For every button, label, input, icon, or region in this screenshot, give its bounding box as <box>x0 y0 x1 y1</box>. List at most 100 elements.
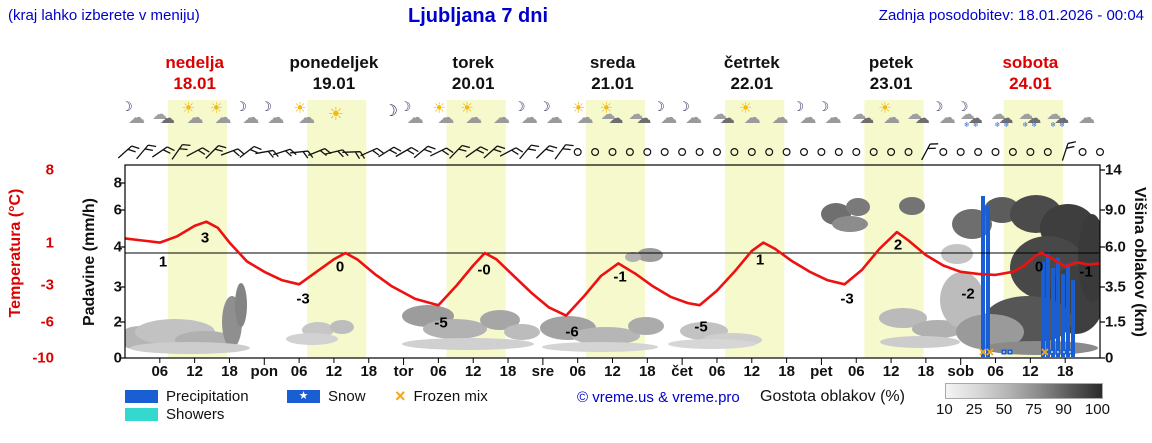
moon-icon: ☽ <box>235 99 248 114</box>
cloud-icon: ☁ <box>628 106 644 123</box>
cloud-icon: ☁ <box>546 108 563 127</box>
wind-barb-icon <box>378 146 402 158</box>
calm-wind-icon <box>660 148 669 157</box>
cloud-icon: ☁ <box>520 108 538 127</box>
calm-wind-icon <box>991 148 1000 157</box>
snow-marker-dot <box>1057 351 1059 353</box>
precipitation-tick-label: 3 <box>113 278 122 296</box>
copyright-link[interactable]: © vreme.us & vreme.pro <box>577 389 740 406</box>
density-scale-label: 25 <box>965 401 983 418</box>
weather-icon: ☀ ☁ <box>210 101 236 129</box>
weather-icon: ☽ ☁ <box>235 99 263 129</box>
temperature-value-label: -1 <box>613 268 627 286</box>
weather-icon: ☁ ☁ ❄ ❄ <box>1017 103 1043 129</box>
weather-icon: ☀ ☁ <box>293 101 319 129</box>
calm-wind-icon <box>974 148 983 157</box>
temperature-value-label: 2 <box>893 236 903 254</box>
xaxis-day-label: sob <box>947 363 975 380</box>
day-name: torek <box>452 53 494 72</box>
cloud-blob <box>879 308 927 328</box>
snowflake-icon: ❄ <box>1022 122 1029 129</box>
day-name: sobota <box>1002 53 1059 72</box>
calm-wind-icon <box>573 148 582 157</box>
cloud-icon: ☁ <box>851 106 867 123</box>
snow-star-icon: ★ <box>298 389 309 402</box>
calm-wind-icon <box>1026 148 1035 157</box>
wind-barb-icon <box>255 149 279 158</box>
wind-barb-icon <box>535 145 558 159</box>
cloud-icon: ☁ <box>743 108 761 127</box>
xaxis-day-label: sre <box>531 363 555 380</box>
moon-icon: ☽ <box>678 99 690 114</box>
day-date: 24.01 <box>1009 74 1052 93</box>
sun-icon: ☀ <box>432 100 446 117</box>
moon-icon: ☽ <box>931 99 944 114</box>
temperature-value-label: -5 <box>694 318 708 336</box>
weather-icon: ☽ ☁ <box>931 99 960 129</box>
moon-icon: ☽ <box>513 99 526 114</box>
wind-barb-icon <box>136 144 157 160</box>
wind-barb-icon <box>117 145 140 159</box>
cloud-icon: ☁ <box>608 110 624 127</box>
temperature-value-label: -5 <box>434 314 448 332</box>
wind-barb-icon <box>483 145 506 159</box>
xaxis-hour-label: 12 <box>604 363 621 380</box>
temperature-tick-label: -6 <box>40 313 54 331</box>
xaxis-hour-label: 12 <box>186 363 203 380</box>
day-date: 21.01 <box>591 74 634 93</box>
xaxis-day-label: pet <box>810 363 833 380</box>
cloud-height-tick-label: 0 <box>1105 349 1114 367</box>
cloud-blob <box>130 342 250 354</box>
xaxis-day-label: pon <box>250 363 279 380</box>
snowflake-icon: ❄ <box>1003 122 1010 129</box>
xaxis-hour-label: 06 <box>569 363 587 380</box>
calm-wind-icon <box>730 148 739 157</box>
moon-icon: ☽ <box>539 99 551 114</box>
xaxis-hour-label: 06 <box>847 363 865 380</box>
cloud-blob <box>628 317 664 335</box>
calm-wind-icon <box>1095 148 1104 157</box>
cloud-icon: ☁ <box>242 108 260 127</box>
wind-barb-icon <box>519 144 540 160</box>
cloud-icon: ☁ <box>906 106 922 123</box>
cloud-icon: ☁ <box>883 108 901 127</box>
snowflake-icon: ❄ <box>1059 122 1066 129</box>
cloud-icon: ☁ <box>152 106 167 123</box>
precipitation-swatch <box>125 390 158 403</box>
legend-snow: ★ Snow <box>287 388 366 405</box>
weather-icon: ☽ ☁ <box>818 100 846 129</box>
page-title: Ljubljana 7 dni <box>407 5 549 27</box>
wind-barb-icon <box>449 144 471 159</box>
cloud-blob <box>940 272 984 328</box>
cloud-blob <box>846 198 870 216</box>
calm-wind-icon <box>956 148 965 157</box>
snow-marker-dot <box>1051 351 1053 353</box>
precipitation-bar <box>981 196 985 357</box>
precipitation-tick-label: 4 <box>113 238 122 256</box>
density-scale-label: 90 <box>1055 401 1072 418</box>
temperature-value-label: -2 <box>961 285 975 303</box>
density-scale-label: 75 <box>1025 401 1043 418</box>
calm-wind-icon <box>904 148 913 157</box>
frozen-mix-marker <box>986 348 994 356</box>
cloud-blob <box>880 336 960 348</box>
wind-barb-icon <box>171 143 191 160</box>
calm-wind-icon <box>712 148 721 157</box>
calm-wind-icon <box>939 148 948 157</box>
legend-snow-label: Snow <box>328 388 366 405</box>
cloud-icon: ☁ <box>938 108 956 127</box>
calm-wind-icon <box>1078 148 1087 157</box>
xaxis-hour-label: 18 <box>221 363 238 380</box>
calm-wind-icon <box>799 148 808 157</box>
cloud-icon: ☁ <box>437 108 455 127</box>
precipitation-tick-label: 8 <box>113 174 122 192</box>
precipitation-bar <box>986 206 990 357</box>
moon-icon: ☽ <box>956 99 969 114</box>
cloud-icon: ☁ <box>493 108 511 127</box>
wind-barb-icon <box>395 146 419 158</box>
wind-barb-icon <box>360 147 384 157</box>
cloud-blob <box>423 319 487 339</box>
cloud-blob <box>625 252 641 262</box>
snow-marker-dot <box>1069 351 1071 353</box>
